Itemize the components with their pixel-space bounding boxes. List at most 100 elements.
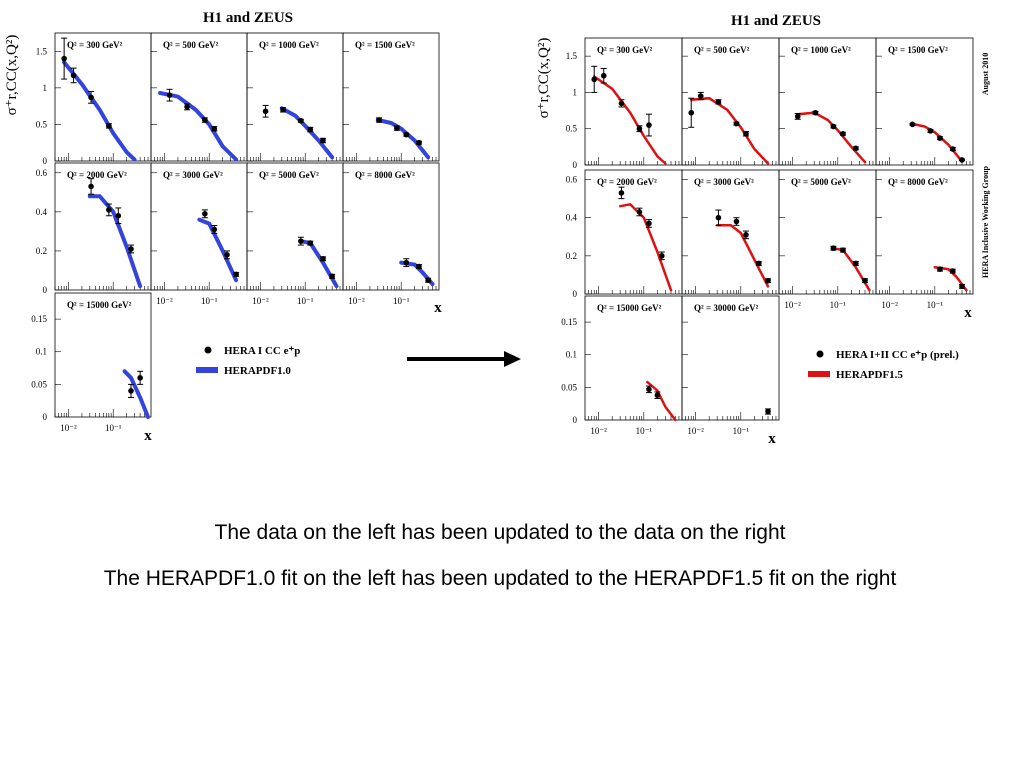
panel: Q² = 8000 GeV² bbox=[342, 162, 440, 291]
panel-frame bbox=[246, 32, 344, 162]
data-point bbox=[403, 131, 410, 138]
y-tick-label: 0.6 bbox=[566, 175, 578, 185]
data-point bbox=[636, 125, 643, 132]
data-point bbox=[949, 146, 956, 152]
panel-frame bbox=[342, 32, 440, 162]
side-note-group: HERA Inclusive Working Group bbox=[981, 165, 990, 278]
panel: Q² = 1500 GeV² bbox=[342, 32, 440, 162]
data-point bbox=[166, 92, 173, 98]
data-point bbox=[224, 252, 230, 258]
data-point bbox=[618, 190, 625, 196]
data-point bbox=[233, 271, 239, 278]
y-tick-label: 0 bbox=[573, 160, 578, 170]
data-point bbox=[262, 108, 269, 115]
y-tick-label: 0 bbox=[43, 156, 48, 166]
data-point bbox=[376, 117, 382, 123]
panel-frame bbox=[681, 37, 780, 166]
x-axis-label: x bbox=[768, 431, 776, 447]
caption-line-1: The data on the left has been updated to… bbox=[214, 521, 786, 544]
panel: Q² = 1500 GeV² bbox=[875, 37, 974, 166]
panel-frame bbox=[778, 37, 877, 166]
data-point bbox=[403, 259, 410, 266]
x-tick-label: 10⁻² bbox=[881, 300, 898, 310]
panel-frame bbox=[681, 295, 780, 421]
x-tick-label: 10⁻² bbox=[252, 296, 269, 306]
panel: Q² = 1000 GeV² bbox=[246, 32, 344, 162]
data-point bbox=[937, 135, 943, 141]
data-point bbox=[840, 247, 846, 253]
data-point bbox=[115, 212, 122, 219]
data-point bbox=[106, 207, 112, 213]
fit-curve bbox=[62, 60, 137, 162]
y-tick-label: 0 bbox=[573, 289, 578, 299]
panel-frame bbox=[54, 292, 152, 418]
panel: Q² = 2000 GeV² bbox=[584, 169, 683, 295]
panel-frame bbox=[584, 169, 683, 295]
data-point bbox=[755, 260, 762, 267]
y-tick-label: 0.5 bbox=[36, 119, 48, 129]
x-tick-label: 10⁻¹ bbox=[830, 300, 847, 310]
fit-curve bbox=[298, 239, 339, 289]
data-point bbox=[658, 253, 665, 259]
panel: Q² = 30000 GeV² bbox=[681, 295, 780, 421]
data-point bbox=[959, 283, 965, 290]
panel: Q² = 1000 GeV² bbox=[778, 37, 877, 166]
data-point bbox=[765, 408, 771, 415]
data-point bbox=[211, 226, 218, 233]
y-tick-label: 0.1 bbox=[36, 347, 47, 357]
panel-frame bbox=[875, 169, 974, 295]
y-tick-label: 1 bbox=[43, 83, 48, 93]
panel-label: Q² = 3000 GeV² bbox=[694, 177, 754, 187]
panel-frame bbox=[150, 32, 248, 162]
y-tick-label: 0 bbox=[43, 285, 48, 295]
data-point bbox=[128, 388, 134, 394]
data-point bbox=[128, 246, 134, 252]
legend: HERA I+II CC e⁺p (prel.) HERAPDF1.5 bbox=[808, 349, 959, 381]
x-axis-label: x bbox=[144, 428, 152, 444]
data-point bbox=[184, 104, 190, 110]
right-arrow-icon bbox=[407, 351, 521, 367]
y-tick-label: 0.1 bbox=[566, 350, 577, 360]
data-point bbox=[909, 121, 916, 128]
x-tick-label: 10⁻² bbox=[348, 296, 365, 306]
x-tick-label: 10⁻² bbox=[687, 426, 704, 436]
data-point bbox=[840, 130, 846, 137]
panel-label: Q² = 2000 GeV² bbox=[597, 177, 657, 187]
fit-curve bbox=[832, 246, 871, 292]
x-tick-label: 10⁻¹ bbox=[636, 426, 653, 436]
data-point bbox=[416, 263, 422, 270]
fit-curve bbox=[618, 202, 673, 292]
y-tick-label: 0.05 bbox=[561, 382, 577, 392]
data-point bbox=[636, 209, 643, 215]
x-tick-label: 10⁻² bbox=[590, 426, 607, 436]
y-tick-label: 0.4 bbox=[566, 213, 578, 223]
panel-label: Q² = 3000 GeV² bbox=[163, 170, 223, 180]
legend-data-marker bbox=[816, 350, 824, 358]
y-axis-label: σ⁺r,CC(x,Q²) bbox=[536, 38, 552, 119]
left-figure: H1 and ZEUS σ⁺r,CC(x,Q²) x x 0 0.5 1 1.5 0 0.2 0.4… bbox=[4, 10, 442, 444]
data-point bbox=[70, 72, 77, 79]
panel-frame bbox=[342, 162, 440, 291]
y-tick-label: 0 bbox=[43, 412, 48, 422]
data-point bbox=[425, 277, 431, 284]
figure-canvas: H1 and ZEUS σ⁺r,CC(x,Q²) x x 0 0.5 1 1.5 0 0.2 0.4… bbox=[4, 10, 990, 447]
fit-curve bbox=[158, 91, 239, 162]
data-point bbox=[88, 183, 94, 190]
x-tick-label: 10⁻¹ bbox=[733, 426, 750, 436]
panel: Q² = 300 GeV² bbox=[54, 32, 152, 162]
data-point bbox=[688, 109, 695, 116]
data-point bbox=[211, 126, 218, 132]
data-point bbox=[646, 220, 652, 227]
panel: Q² = 15000 GeV² bbox=[54, 292, 152, 419]
x-tick-label: 10⁻¹ bbox=[297, 296, 314, 306]
data-point bbox=[830, 123, 837, 130]
y-tick-label: 0.6 bbox=[36, 168, 48, 178]
data-point bbox=[591, 76, 598, 83]
y-tick-label: 1 bbox=[573, 87, 578, 97]
panel-frame bbox=[584, 295, 683, 421]
data-point bbox=[937, 266, 943, 273]
legend-fit-label: HERAPDF1.5 bbox=[836, 369, 903, 381]
legend: HERA I CC e⁺p HERAPDF1.0 bbox=[196, 345, 300, 377]
y-tick-label: 1.5 bbox=[566, 51, 578, 61]
panel-label: Q² = 8000 GeV² bbox=[355, 170, 415, 180]
